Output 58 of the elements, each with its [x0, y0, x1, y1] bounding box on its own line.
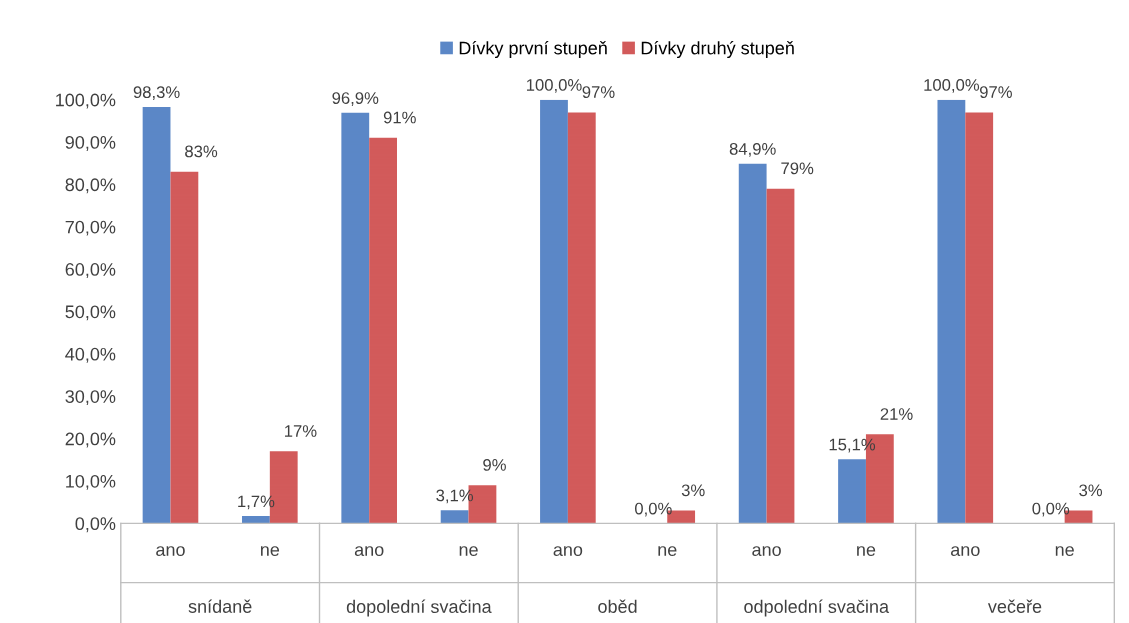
y-tick-label: 100,0%	[56, 93, 116, 109]
x-tick-label: ano	[156, 546, 185, 557]
data-label: 83%	[185, 145, 218, 158]
y-tick-label: 70,0%	[65, 220, 116, 236]
bar	[937, 99, 966, 524]
x-tick-label: ne	[260, 546, 280, 557]
bar	[838, 459, 866, 524]
text: oběd	[598, 599, 637, 613]
data-label: 3%	[681, 484, 705, 497]
bar	[738, 163, 767, 524]
bar	[540, 99, 568, 524]
bar	[242, 516, 270, 524]
text: odpolední svačina	[744, 599, 890, 617]
y-tick-label: 0,0%	[75, 517, 116, 533]
data-label: 97%	[979, 86, 1012, 98]
y-tick-label: 20,0%	[65, 432, 116, 448]
bar	[170, 171, 199, 524]
bar	[142, 106, 171, 524]
data-label: 97%	[582, 86, 615, 98]
data-label: 96,9%	[332, 92, 379, 106]
x-tick-label: ne	[658, 546, 677, 557]
y-tick-label: 90,0%	[65, 135, 116, 151]
bar	[440, 510, 469, 524]
y-tick-label: 40,0%	[65, 347, 116, 363]
x-tick-label: ano	[951, 546, 980, 557]
bar	[369, 137, 397, 524]
data-label: 9%	[483, 458, 506, 471]
x-tick-label: ne	[857, 546, 876, 557]
x-tick-label: ano	[752, 546, 781, 557]
y-tick-label: 30,0%	[65, 390, 116, 406]
data-label: 21%	[880, 408, 913, 420]
data-label: 0,0%	[1032, 502, 1070, 517]
x-tick-label: ano	[354, 546, 384, 557]
x-tick-label: ne	[459, 546, 478, 557]
bar	[965, 112, 994, 524]
data-label: 3%	[1079, 484, 1103, 497]
data-label: 98,3%	[133, 86, 180, 100]
data-label: 100,0%	[924, 79, 980, 93]
y-tick-label: 10,0%	[66, 474, 116, 490]
legend-label: Dívky druhý stupeň	[641, 40, 794, 59]
y-tick-label: 60,0%	[65, 263, 116, 278]
y-tick-label: 80,0%	[65, 178, 116, 194]
legend-label: Dívky první stupeň	[459, 40, 607, 59]
text: dopolední svačina	[346, 599, 492, 617]
data-label: 0,0%	[634, 502, 672, 517]
data-label: 17%	[285, 425, 317, 437]
data-label: 84,9%	[729, 143, 776, 157]
text: snídaně	[188, 599, 252, 613]
bar	[567, 112, 596, 524]
data-label: 100,0%	[526, 79, 582, 93]
y-tick-label: 50,0%	[65, 305, 116, 321]
text: večeře	[987, 599, 1042, 613]
bar	[341, 112, 370, 524]
bar	[766, 188, 795, 524]
x-tick-label: ano	[553, 546, 583, 557]
data-label: 91%	[383, 111, 416, 124]
x-tick-label: ne	[1055, 546, 1074, 557]
data-label: 79%	[781, 162, 814, 175]
